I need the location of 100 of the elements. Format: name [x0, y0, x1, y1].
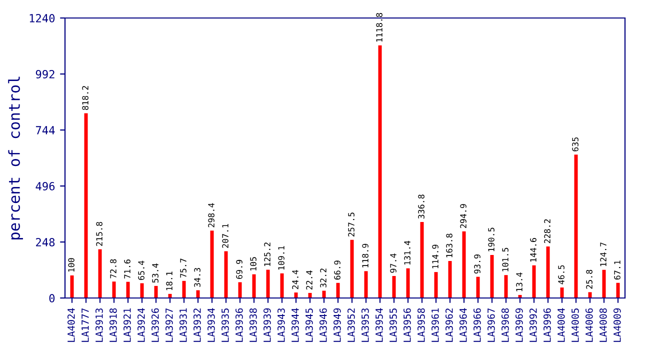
bar: [406, 268, 410, 298]
x-tick-label: LA3943: [277, 308, 285, 342]
x-tick-label: LA3952: [347, 308, 355, 342]
data-label: 105: [250, 257, 256, 271]
x-tick-label: LA3924: [137, 308, 145, 342]
data-label: 125.2: [264, 242, 270, 266]
data-label: 34.3: [194, 268, 200, 287]
data-label: 22.4: [306, 270, 312, 290]
data-label: 24.4: [292, 270, 298, 290]
x-tick-label: LA3935: [221, 308, 229, 342]
x-tick-label: LA3992: [529, 308, 537, 342]
data-label: 75.7: [180, 258, 186, 278]
bar: [294, 292, 298, 298]
data-label: 336.8: [418, 194, 424, 219]
data-label: 190.5: [488, 228, 494, 252]
bar: [602, 270, 606, 298]
data-label: 67.1: [614, 260, 620, 280]
data-label: 66.9: [334, 260, 340, 280]
data-label: 69.9: [236, 260, 242, 279]
data-label: 100: [68, 258, 74, 272]
data-label: 207.1: [222, 224, 228, 248]
y-tick-label: 744: [36, 126, 55, 134]
x-tick-label: LA3932: [193, 308, 201, 342]
bar: [98, 249, 102, 298]
x-tick-label: LA3961: [431, 308, 439, 342]
data-label: 72.8: [110, 259, 116, 278]
bar: [196, 290, 200, 298]
data-label: 93.9: [474, 254, 480, 274]
x-tick-label: LA3927: [165, 308, 173, 342]
x-tick-label: LA3962: [445, 308, 453, 342]
data-label: 101.5: [502, 248, 508, 272]
y-tick-label: 248: [36, 238, 55, 246]
x-tick-label: LA3926: [151, 308, 159, 342]
x-tick-label: LA3944: [291, 308, 299, 342]
y-tick-label: 992: [36, 70, 54, 78]
data-label: 32.2: [320, 268, 326, 288]
x-tick-label: LA3955: [389, 308, 397, 342]
x-tick-label: LA3946: [319, 308, 327, 342]
bar: [350, 240, 354, 298]
data-label: 298.4: [208, 203, 214, 228]
x-tick-label: LA3921: [123, 308, 131, 342]
x-tick-label: LA3956: [403, 308, 411, 342]
bar: [546, 246, 550, 298]
data-label: 97.4: [390, 254, 396, 273]
x-tick-label: LA3968: [501, 308, 509, 342]
data-label: 131.4: [404, 240, 410, 265]
x-tick-label: LA3938: [249, 308, 257, 342]
x-tick-label: LA4009: [613, 308, 621, 342]
x-tick-label: LA3949: [333, 308, 341, 342]
data-label: 109.1: [278, 246, 284, 270]
x-tick-label: LA1777: [82, 308, 89, 342]
data-label: 163.8: [446, 234, 452, 258]
x-tick-label: LA3966: [473, 308, 481, 342]
x-tick-label: LA3913: [95, 308, 103, 342]
bar: [182, 280, 186, 298]
data-label: 818.2: [82, 86, 88, 110]
bar: [392, 276, 396, 298]
bar: [84, 113, 88, 298]
data-label: 25.8: [586, 270, 592, 289]
data-label: 215.8: [96, 222, 102, 246]
data-label: 53.4: [152, 263, 158, 283]
y-tick-label: 1240: [30, 14, 55, 22]
bar: [420, 222, 424, 298]
x-tick-label: LA3936: [235, 308, 243, 342]
data-label: 1118.8: [376, 13, 382, 42]
x-tick-label: LA3953: [361, 308, 369, 342]
data-label: 18.1: [166, 272, 172, 290]
bar: [280, 273, 284, 298]
x-tick-label: LA3954: [375, 308, 383, 342]
bar: [126, 282, 130, 298]
bar: [504, 275, 508, 298]
y-axis-title: percent of control: [8, 76, 23, 240]
x-tick-label: LA3934: [207, 308, 215, 342]
x-tick-label: LA3964: [459, 308, 467, 342]
data-label: 635: [572, 137, 578, 152]
data-label: 228.2: [544, 219, 550, 244]
x-tick-label: LA3969: [515, 308, 523, 342]
bar: [154, 286, 158, 298]
x-tick-label: LA3967: [487, 308, 495, 342]
x-tick-label: LA3939: [263, 308, 271, 342]
x-tick-label: LA4005: [571, 308, 579, 342]
x-tick-label: LA4024: [67, 308, 75, 342]
data-label: 144.6: [530, 238, 536, 262]
bar: [378, 45, 382, 298]
bar: [448, 261, 452, 298]
bar: [238, 282, 242, 298]
bar: [252, 274, 256, 298]
bar: [476, 276, 480, 298]
x-tick-label: LA4004: [557, 308, 565, 342]
x-tick-label: LA3958: [417, 308, 425, 342]
bar: [588, 292, 592, 298]
bar: [616, 282, 620, 298]
data-label: 65.4: [138, 260, 144, 280]
x-tick-label: LA4006: [585, 308, 593, 342]
x-tick-label: LA3996: [543, 308, 551, 342]
data-label: 257.5: [348, 212, 354, 236]
data-label: 118.9: [362, 244, 368, 268]
y-tick-label: 496: [36, 182, 55, 190]
data-label: 71.6: [124, 260, 130, 278]
bar: [574, 154, 578, 298]
